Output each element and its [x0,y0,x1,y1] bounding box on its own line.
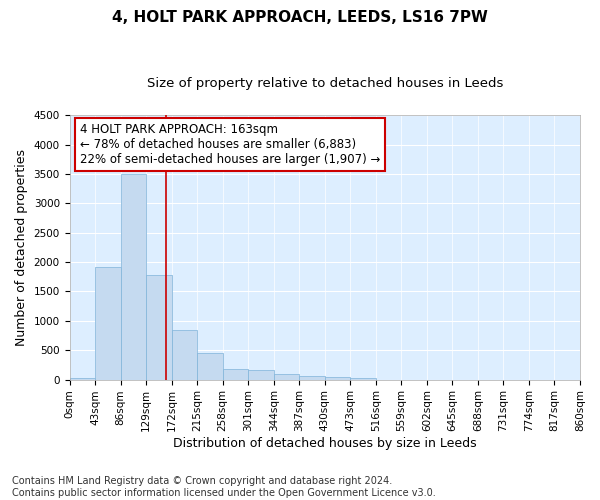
Bar [350,378,376,380]
Title: Size of property relative to detached houses in Leeds: Size of property relative to detached ho… [146,78,503,90]
Y-axis label: Number of detached properties: Number of detached properties [15,149,28,346]
Bar [172,330,197,380]
Bar [274,374,299,380]
Text: 4, HOLT PARK APPROACH, LEEDS, LS16 7PW: 4, HOLT PARK APPROACH, LEEDS, LS16 7PW [112,10,488,25]
Bar [248,370,274,380]
Bar [146,275,172,380]
Bar [325,376,350,380]
Bar [299,376,325,380]
Bar [223,370,248,380]
Bar [121,174,146,380]
Text: 4 HOLT PARK APPROACH: 163sqm
← 78% of detached houses are smaller (6,883)
22% of: 4 HOLT PARK APPROACH: 163sqm ← 78% of de… [80,123,380,166]
Bar [95,267,121,380]
Text: Contains HM Land Registry data © Crown copyright and database right 2024.
Contai: Contains HM Land Registry data © Crown c… [12,476,436,498]
Bar [70,378,95,380]
Bar [197,353,223,380]
X-axis label: Distribution of detached houses by size in Leeds: Distribution of detached houses by size … [173,437,476,450]
